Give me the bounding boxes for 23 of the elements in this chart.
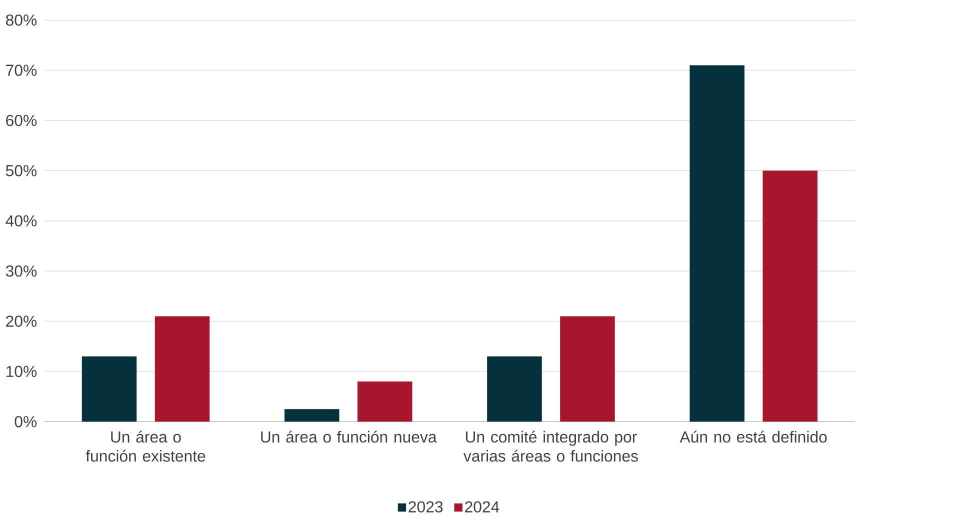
x-tick-label: Un comité integrado por varias áreas o funciones xyxy=(463,430,638,462)
bar xyxy=(154,316,210,422)
y-tick-label: 20% xyxy=(6,315,37,327)
y-tick-label: 40% xyxy=(6,215,37,226)
legend-label: 2023 xyxy=(408,501,443,512)
bar xyxy=(357,381,412,422)
x-tick-label: Un área o función existente xyxy=(86,430,206,462)
y-tick-label: 10% xyxy=(6,366,37,377)
x-tick-label: Aún no está definido xyxy=(680,430,827,442)
bar xyxy=(762,170,818,422)
y-tick-label: 60% xyxy=(6,114,37,126)
bar xyxy=(690,65,744,422)
y-tick-label: 0% xyxy=(14,416,37,428)
bar xyxy=(284,408,340,422)
legend-label: 2024 xyxy=(465,501,500,512)
bar xyxy=(82,356,137,422)
bar xyxy=(560,316,615,422)
x-tick-label: Un área o función nueva xyxy=(261,430,437,442)
y-tick-label: 30% xyxy=(6,265,37,277)
y-tick-label: 80% xyxy=(6,14,37,26)
y-tick-label: 50% xyxy=(6,164,37,176)
y-tick-label: 70% xyxy=(6,64,37,76)
bar xyxy=(487,356,542,422)
